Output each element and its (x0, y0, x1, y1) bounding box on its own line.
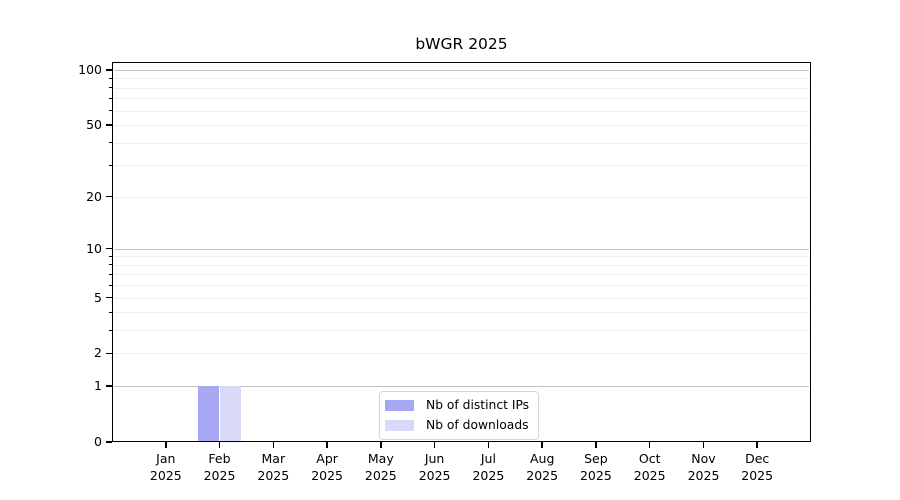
y-tick-label-10: 10 (86, 240, 102, 256)
x-tick-may-2025 (380, 442, 382, 448)
x-tick-dec-2025 (756, 442, 758, 448)
gridline-y-60 (114, 110, 809, 112)
gridline-y-20 (114, 196, 809, 198)
gridline-y-6 (114, 285, 809, 287)
legend-item-distinct-ips: Nb of distinct IPs (385, 397, 529, 414)
y-tick-label-0: 0 (94, 434, 102, 449)
gridline-y-9 (114, 256, 809, 258)
y-minor-tick-3 (108, 329, 112, 331)
x-tick-aug-2025 (541, 442, 543, 448)
x-tick-jan-2025 (165, 442, 167, 448)
gridline-y-7 (114, 274, 809, 276)
x-tick-label-may-2025: May 2025 (364, 451, 397, 483)
x-tick-sep-2025 (595, 442, 597, 448)
legend-swatch-distinct-ips (385, 400, 414, 411)
x-tick-label-aug-2025: Aug 2025 (526, 451, 559, 483)
bar-downloads-feb-2025 (219, 386, 242, 441)
y-tick-20 (105, 195, 112, 198)
x-tick-label-jan-2025: Jan 2025 (149, 451, 182, 483)
x-tick-jul-2025 (487, 442, 490, 448)
y-minor-tick-4 (108, 311, 112, 313)
y-tick-0 (105, 441, 112, 443)
x-tick-label-apr-2025: Apr 2025 (311, 451, 343, 483)
y-tick-1 (105, 385, 112, 387)
y-tick-5 (105, 296, 112, 299)
y-tick-label-2: 2 (94, 345, 102, 361)
y-tick-100 (105, 69, 112, 71)
y-minor-tick-80 (108, 87, 112, 89)
y-minor-tick-40 (108, 142, 112, 144)
x-tick-label-sep-2025: Sep 2025 (579, 451, 612, 483)
legend-item-downloads: Nb of downloads (385, 417, 529, 434)
y-tick-50 (105, 124, 112, 126)
legend-label-distinct-ips: Nb of distinct IPs (426, 398, 530, 412)
x-tick-apr-2025 (326, 442, 328, 448)
gridline-y-40 (114, 142, 809, 144)
legend-swatch-downloads (385, 420, 414, 431)
x-tick-mar-2025 (272, 442, 275, 448)
y-minor-tick-70 (108, 97, 112, 99)
x-tick-label-feb-2025: Feb 2025 (203, 451, 236, 483)
x-tick-label-jul-2025: Jul 2025 (472, 451, 505, 483)
x-tick-jun-2025 (433, 442, 436, 448)
x-tick-label-oct-2025: Oct 2025 (633, 451, 666, 483)
gridline-y-70 (114, 98, 809, 100)
y-tick-label-50: 50 (86, 117, 102, 133)
x-tick-oct-2025 (648, 442, 651, 448)
gridline-y-50 (114, 125, 809, 127)
gridline-y-10 (114, 248, 809, 250)
bar-distinct-ips-feb-2025 (197, 386, 220, 441)
y-minor-tick-30 (108, 164, 112, 166)
x-tick-label-mar-2025: Mar 2025 (257, 451, 290, 483)
x-tick-nov-2025 (702, 442, 705, 448)
x-tick-feb-2025 (218, 442, 221, 448)
y-minor-tick-90 (108, 77, 112, 79)
y-minor-tick-8 (108, 264, 112, 266)
chart-title: bWGR 2025 (415, 35, 508, 53)
y-tick-2 (105, 352, 112, 355)
x-tick-label-dec-2025: Dec 2025 (741, 451, 774, 483)
gridline-y-8 (114, 264, 809, 266)
x-tick-label-jun-2025: Jun 2025 (418, 451, 451, 483)
y-tick-10 (105, 247, 112, 250)
y-tick-label-100: 100 (78, 62, 102, 77)
legend: Nb of distinct IPs Nb of downloads (379, 391, 540, 440)
y-minor-tick-7 (108, 273, 112, 275)
plot-area (112, 62, 811, 442)
gridline-y-2 (114, 353, 809, 355)
y-minor-tick-60 (108, 110, 112, 112)
gridline-y-1 (114, 386, 809, 388)
gridline-y-80 (114, 87, 809, 89)
y-tick-label-20: 20 (86, 188, 102, 204)
y-tick-label-5: 5 (94, 289, 102, 305)
gridline-y-4 (114, 312, 809, 314)
gridline-y-90 (114, 78, 809, 80)
gridline-y-30 (114, 165, 809, 167)
y-minor-tick-9 (108, 255, 112, 257)
gridline-y-3 (114, 330, 809, 332)
y-minor-tick-6 (108, 284, 112, 286)
x-tick-label-nov-2025: Nov 2025 (687, 451, 720, 483)
gridline-y-100 (114, 70, 809, 71)
legend-label-downloads: Nb of downloads (426, 418, 529, 432)
gridline-y-5 (114, 297, 809, 299)
y-tick-label-1: 1 (94, 378, 102, 394)
